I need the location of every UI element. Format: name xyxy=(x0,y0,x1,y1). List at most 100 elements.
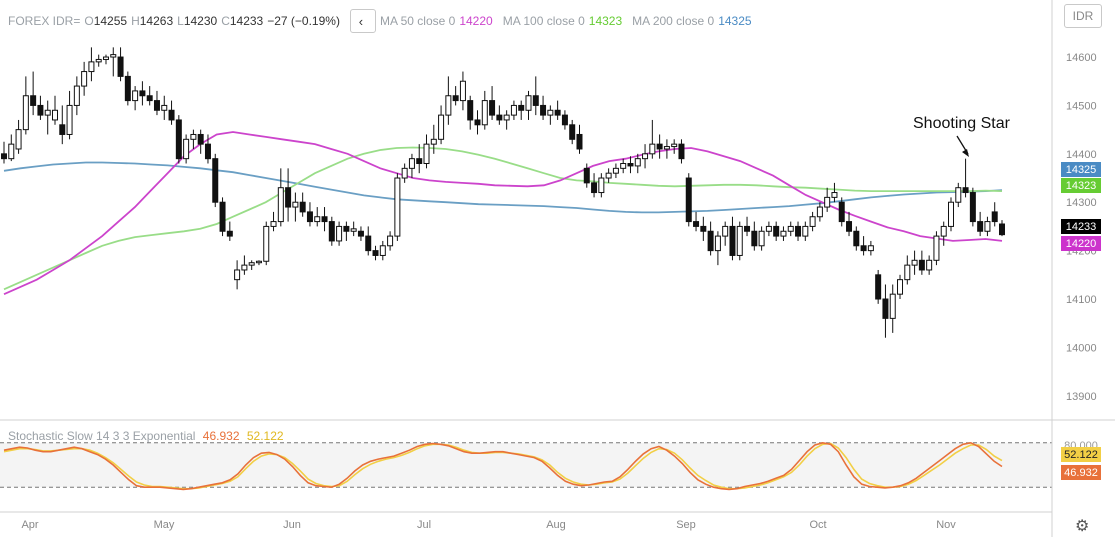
price-header: FOREX IDR= O 14255 H 14263 L 14230 C 142… xyxy=(8,9,756,33)
candle-body xyxy=(22,95,29,131)
candle-body xyxy=(773,225,780,237)
x-tick-label: Jul xyxy=(417,519,431,531)
candle-body xyxy=(991,211,998,223)
candle-body xyxy=(627,163,634,167)
candle-body xyxy=(765,225,772,232)
y-tick-label: 14400 xyxy=(1066,149,1097,161)
close-label: C xyxy=(221,14,230,28)
candle-body xyxy=(758,230,765,247)
candle xyxy=(787,221,794,237)
candle xyxy=(780,226,787,241)
candle xyxy=(241,255,248,275)
candle-body xyxy=(401,167,408,179)
candle xyxy=(445,76,452,125)
candle xyxy=(510,100,517,120)
candle xyxy=(729,216,736,261)
candle-body xyxy=(452,95,459,102)
collapse-button[interactable]: ‹ xyxy=(349,9,376,33)
candle xyxy=(722,221,729,246)
candle-body xyxy=(503,114,510,121)
candle-body xyxy=(714,235,721,252)
high-label: H xyxy=(131,14,140,28)
candle xyxy=(219,197,226,237)
candle xyxy=(255,260,262,266)
candle xyxy=(226,221,233,241)
open-value: 14255 xyxy=(93,14,128,28)
candle xyxy=(882,284,889,338)
candle-body xyxy=(729,225,736,256)
stoch-d-tag: 52.122 xyxy=(1061,447,1101,462)
x-tick-label: May xyxy=(154,519,175,531)
candle xyxy=(197,129,204,154)
candle-body xyxy=(634,158,641,167)
candle xyxy=(59,105,66,145)
candle xyxy=(314,207,321,227)
candle xyxy=(102,54,109,65)
candle xyxy=(751,221,758,251)
candle xyxy=(161,95,168,120)
ma100-value: 14323 xyxy=(588,14,623,28)
ma200-value: 14325 xyxy=(718,14,752,28)
candle-body xyxy=(226,230,233,237)
candle xyxy=(897,274,904,300)
candle-body xyxy=(15,129,22,150)
candle xyxy=(430,124,437,154)
candle xyxy=(627,156,634,174)
candle xyxy=(277,168,284,227)
y-tick-label: 14100 xyxy=(1066,294,1097,306)
x-tick-label: Jun xyxy=(283,519,301,531)
candle-body xyxy=(248,262,255,266)
candle xyxy=(292,192,299,222)
candle xyxy=(999,220,1005,237)
candle xyxy=(969,187,976,227)
candle-body xyxy=(707,230,714,252)
candle-body xyxy=(336,225,343,242)
ma50-value: 14220 xyxy=(459,14,493,28)
candle-body xyxy=(438,114,445,140)
y-tick-label: 13900 xyxy=(1066,391,1097,403)
candle-body xyxy=(605,172,612,179)
candle-body xyxy=(853,230,860,247)
candle-body xyxy=(612,167,619,174)
candle xyxy=(518,100,525,120)
candle xyxy=(423,134,430,169)
candle xyxy=(44,100,51,135)
candle xyxy=(853,226,860,251)
candle xyxy=(831,182,838,203)
candle-body xyxy=(918,259,925,271)
candle-body xyxy=(270,221,277,227)
candle-body xyxy=(66,104,73,135)
currency-button[interactable]: IDR xyxy=(1064,4,1102,28)
candle-body xyxy=(642,153,649,160)
candle xyxy=(933,231,940,266)
candle xyxy=(714,231,721,266)
candle xyxy=(204,134,211,164)
candle xyxy=(663,139,670,159)
last-price-tag: 14233 xyxy=(1061,219,1101,234)
candle xyxy=(285,168,292,222)
stochastic-pane xyxy=(0,441,1052,491)
candle-body xyxy=(88,61,95,73)
candle-body xyxy=(911,259,918,266)
candle xyxy=(146,86,153,106)
candle-body xyxy=(285,187,292,208)
candle-body xyxy=(139,90,146,97)
ma200-label: MA 200 close 0 xyxy=(632,14,715,28)
chevron-left-icon: ‹ xyxy=(358,13,364,29)
settings-gear-icon[interactable]: ⚙ xyxy=(1075,518,1090,535)
candle xyxy=(802,221,809,241)
candle-body xyxy=(379,245,386,256)
candle xyxy=(773,221,780,241)
candle-body xyxy=(904,264,911,281)
candle-body xyxy=(102,56,109,60)
candle xyxy=(73,76,80,116)
candle-body xyxy=(649,143,656,155)
annotation-text: Shooting Star xyxy=(913,115,1011,132)
stochastic-label: Stochastic Slow 14 3 3 Exponential xyxy=(8,429,196,443)
stoch-d-value: 52.122 xyxy=(246,429,284,443)
candle-body xyxy=(241,264,248,271)
candle xyxy=(81,61,88,96)
candle-body xyxy=(693,221,700,227)
candle xyxy=(15,119,22,154)
